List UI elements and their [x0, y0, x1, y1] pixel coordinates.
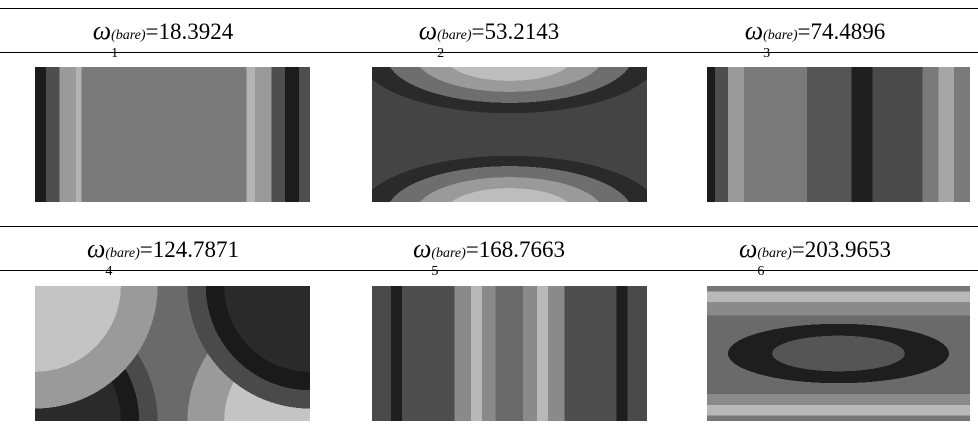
subscript: 5 — [431, 264, 439, 279]
frequency-value: =74.4896 — [797, 19, 886, 44]
superscript: (bare) — [437, 28, 472, 43]
superscript: (bare) — [111, 28, 146, 43]
frequency-value: =53.2143 — [471, 19, 560, 44]
script-stack: (bare) 3 — [763, 28, 797, 66]
mode-label: ω (bare) 1 =18.3924 — [0, 18, 326, 66]
omega-symbol: ω — [418, 16, 438, 45]
frequency-value: =168.7663 — [465, 237, 566, 262]
superscript: (bare) — [105, 246, 140, 261]
mode-shape-image — [372, 67, 647, 202]
table-rule — [0, 8, 978, 9]
superscript: (bare) — [763, 28, 798, 43]
subscript: 1 — [111, 46, 119, 61]
mode-shape-image — [707, 286, 970, 421]
omega-symbol: ω — [86, 234, 106, 263]
table-rule — [0, 270, 978, 271]
table-rule — [0, 52, 978, 53]
mode-shape-image — [35, 286, 310, 421]
omega-symbol: ω — [738, 234, 758, 263]
subscript: 6 — [757, 264, 765, 279]
script-stack: (bare) 5 — [431, 246, 465, 284]
mode-shape-image — [372, 286, 647, 421]
frequency-value: =203.9653 — [791, 237, 892, 262]
subscript: 3 — [763, 46, 771, 61]
script-stack: (bare) 6 — [757, 246, 791, 284]
superscript: (bare) — [431, 246, 466, 261]
script-stack: (bare) 4 — [105, 246, 139, 284]
mode-label: ω (bare) 2 =53.2143 — [326, 18, 652, 66]
subscript: 4 — [105, 264, 113, 279]
frequency-value: =18.3924 — [145, 19, 234, 44]
subscript: 2 — [437, 46, 445, 61]
mode-label: ω (bare) 4 =124.7871 — [0, 236, 326, 284]
omega-symbol: ω — [92, 16, 112, 45]
table-rule — [0, 226, 978, 227]
script-stack: (bare) 2 — [437, 28, 471, 66]
mode-label: ω (bare) 5 =168.7663 — [326, 236, 652, 284]
mode-shape-image — [707, 67, 970, 202]
mode-label: ω (bare) 3 =74.4896 — [652, 18, 978, 66]
mode-label: ω (bare) 6 =203.9653 — [652, 236, 978, 284]
frequency-value: =124.7871 — [139, 237, 240, 262]
mode-shape-image — [35, 67, 310, 202]
superscript: (bare) — [757, 246, 792, 261]
omega-symbol: ω — [744, 16, 764, 45]
omega-symbol: ω — [412, 234, 432, 263]
script-stack: (bare) 1 — [111, 28, 145, 66]
